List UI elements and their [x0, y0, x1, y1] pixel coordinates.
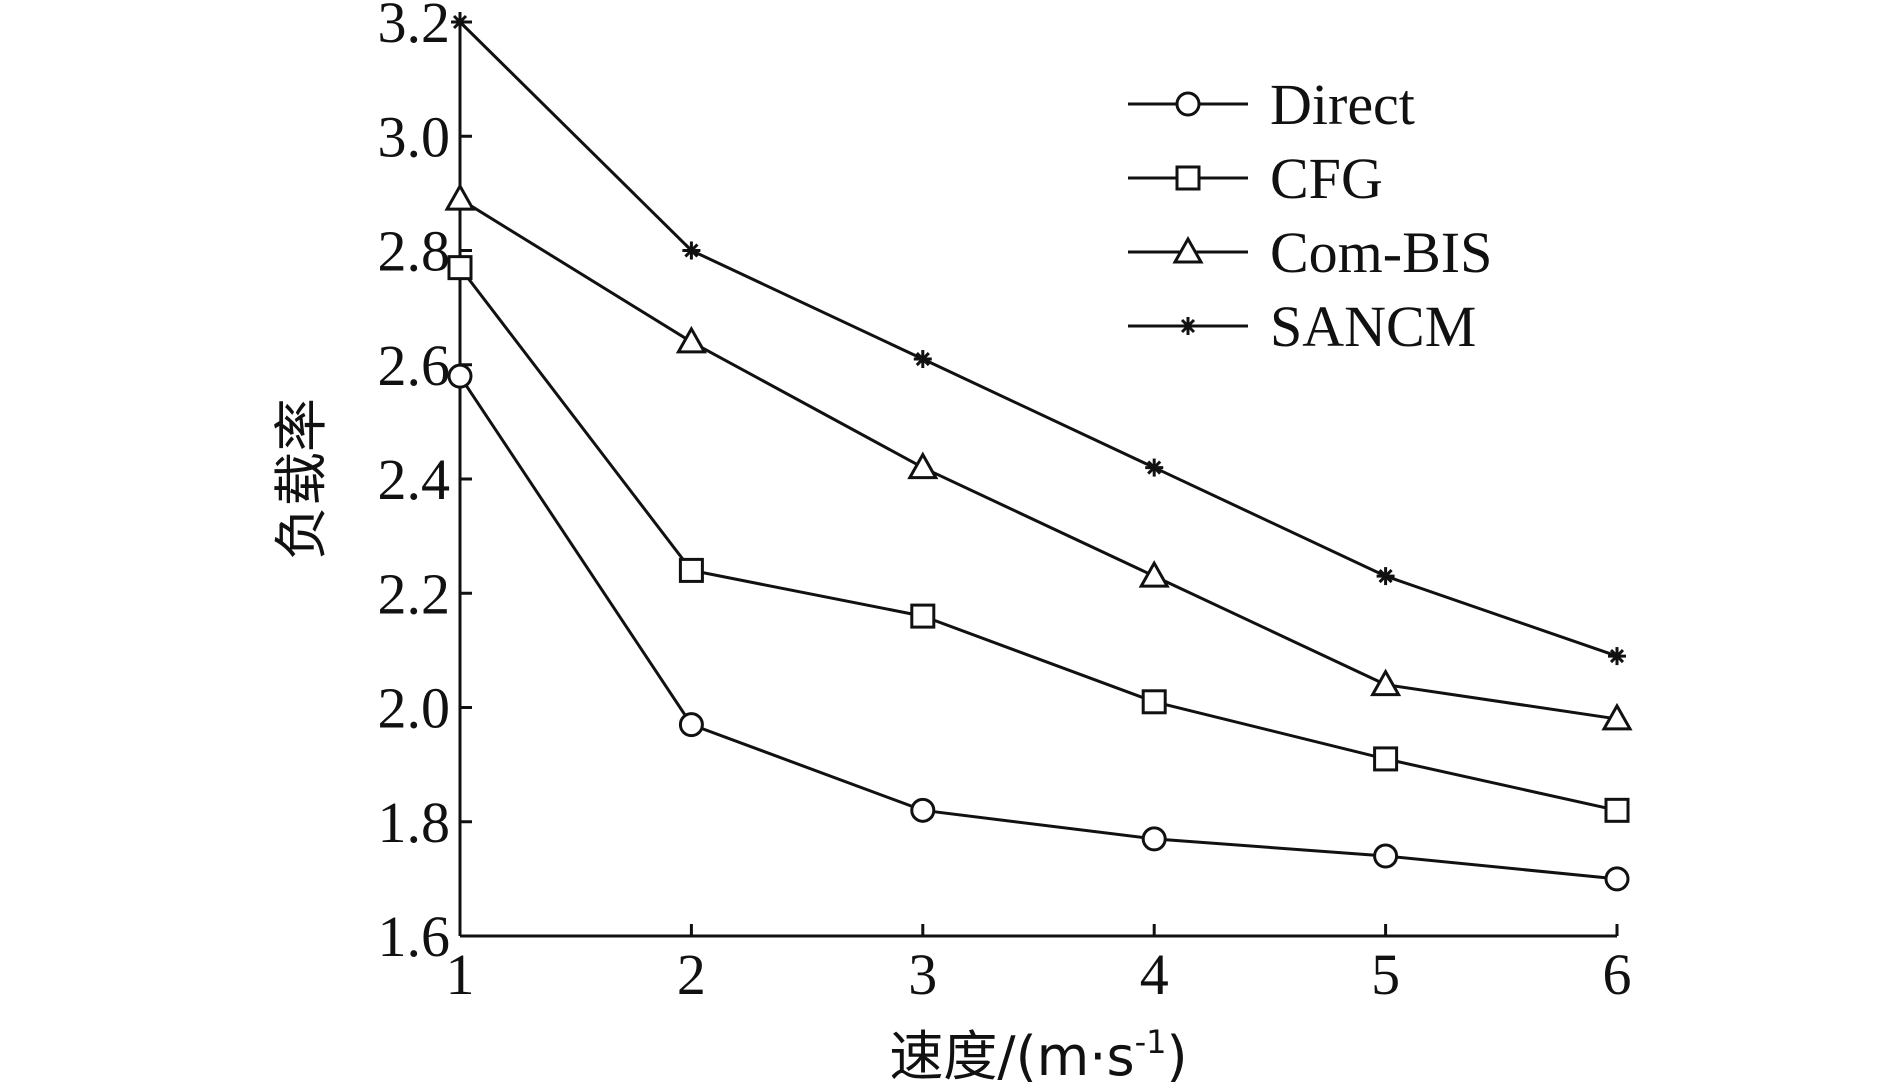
- series-line: [458, 375, 1618, 881]
- marker-star: [1145, 458, 1164, 477]
- series-group: [444, 13, 1633, 892]
- series-direct: [447, 363, 1630, 892]
- marker-circle: [447, 363, 473, 389]
- marker-circle: [1373, 843, 1399, 869]
- legend-label: SANCM: [1270, 294, 1476, 359]
- x-tick-label: 3: [908, 942, 937, 1007]
- x-tick-label: 5: [1371, 942, 1400, 1007]
- marker-circle: [1141, 826, 1167, 852]
- marker-star: [451, 13, 469, 31]
- marker-star: [1179, 317, 1197, 335]
- x-tick-label: 6: [1603, 942, 1632, 1007]
- y-tick-label: 1.6: [378, 904, 451, 969]
- marker-triangle: [675, 325, 707, 354]
- legend: Direct CFG Com-BIS SANCM: [1128, 72, 1492, 359]
- marker-triangle: [1138, 560, 1170, 588]
- y-tick-label: 2.2: [378, 561, 451, 626]
- y-tick-label: 2.6: [378, 333, 451, 398]
- x-tick-label: 1: [446, 942, 475, 1007]
- marker-star: [682, 241, 701, 260]
- y-tick-label: 2.4: [378, 447, 451, 512]
- marker-square: [1175, 165, 1201, 191]
- legend-label: Direct: [1270, 72, 1415, 137]
- marker-square: [1604, 797, 1630, 823]
- marker-star: [913, 350, 932, 369]
- x-axis-label: 速度/(m·s-1): [889, 1023, 1187, 1088]
- y-tick-label: 3.0: [378, 104, 451, 169]
- marker-triangle: [444, 183, 476, 211]
- series-line: [458, 266, 1618, 812]
- x-axis-label-sup: -1: [1135, 1023, 1167, 1061]
- legend-label: Com-BIS: [1270, 220, 1492, 285]
- marker-square: [1141, 689, 1167, 715]
- series-com-bis: [444, 183, 1633, 731]
- series-sancm: [451, 13, 1626, 666]
- axes: 1.6 1.8 2.0 2.2 2.4 2.6 2.8 3.0 3.2 1 2 3 4 5 6: [378, 0, 1632, 1007]
- x-tick-label: 2: [677, 942, 706, 1007]
- legend-item: CFG: [1128, 146, 1383, 211]
- x-tick-label: 4: [1140, 942, 1169, 1007]
- y-tick-label: 2.8: [378, 219, 451, 284]
- marker-circle: [1175, 91, 1201, 117]
- x-axis-label-main: 速度/(m·s: [889, 1025, 1134, 1088]
- marker-star: [1608, 647, 1626, 666]
- legend-item: Direct: [1128, 72, 1415, 137]
- legend-label: CFG: [1270, 146, 1383, 211]
- marker-square: [678, 557, 704, 583]
- marker-square: [910, 603, 936, 629]
- series-line: [458, 20, 1618, 658]
- y-axis-label: 负载率: [270, 398, 333, 560]
- marker-triangle: [1172, 235, 1204, 264]
- legend-item: SANCM: [1128, 294, 1476, 359]
- y-tick-label: 1.8: [378, 790, 451, 855]
- series-line: [459, 197, 1618, 721]
- y-tick-label: 3.2: [378, 0, 451, 55]
- marker-triangle: [1370, 668, 1402, 697]
- marker-square: [447, 255, 473, 281]
- marker-triangle: [907, 451, 939, 480]
- x-axis-label-close: ): [1167, 1025, 1188, 1088]
- marker-triangle: [1601, 702, 1633, 731]
- marker-circle: [678, 712, 704, 738]
- marker-circle: [910, 797, 936, 823]
- marker-star: [1376, 567, 1395, 586]
- marker-square: [1373, 746, 1399, 772]
- series-cfg: [447, 255, 1630, 823]
- legend-item: Com-BIS: [1128, 220, 1492, 285]
- y-tick-label: 2.0: [378, 676, 451, 741]
- marker-circle: [1604, 866, 1630, 892]
